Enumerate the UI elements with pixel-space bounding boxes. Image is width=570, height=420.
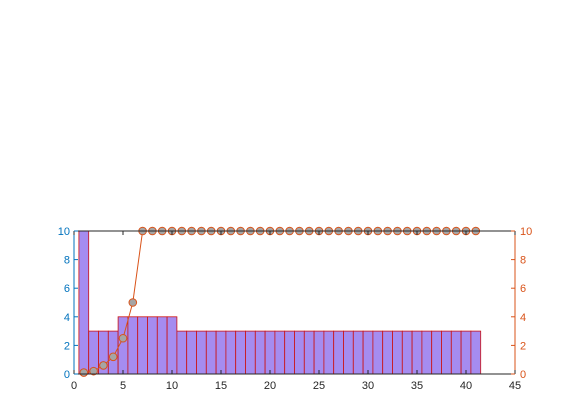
y-left-tick-label: 4	[64, 312, 70, 324]
bar	[166, 316, 178, 375]
bar	[254, 330, 266, 375]
bar	[147, 316, 158, 375]
y-left-tick-label: 0	[64, 369, 70, 381]
x-tick-label: 45	[509, 380, 521, 392]
bar	[137, 316, 148, 375]
x-tick-label: 5	[120, 380, 126, 392]
line-point	[79, 368, 89, 377]
x-tick-label: 20	[264, 380, 276, 392]
bar	[225, 330, 237, 375]
bar	[362, 330, 374, 375]
x-tick-label: 35	[411, 380, 423, 392]
bar	[441, 330, 452, 375]
bar	[294, 330, 305, 375]
x-tick-label: 25	[313, 380, 325, 392]
bar	[382, 330, 393, 375]
bar	[127, 316, 139, 375]
y-right-tick-label: 4	[520, 312, 526, 324]
line-point	[89, 366, 98, 376]
bar	[392, 330, 403, 375]
x-tick-label: 10	[166, 380, 178, 392]
y-left-tick-label: 8	[64, 255, 70, 267]
bar	[245, 330, 256, 375]
y-right-tick-label: 8	[520, 255, 526, 267]
bar	[372, 330, 384, 375]
y-left-tick-label: 2	[64, 340, 70, 352]
bar	[303, 330, 315, 375]
bar	[176, 330, 188, 375]
y-right-tick-label: 6	[520, 283, 526, 295]
bar	[401, 330, 413, 375]
bar	[313, 330, 325, 375]
bar	[411, 330, 423, 375]
y-right-tick-label: 0	[520, 369, 526, 381]
line-point	[99, 361, 108, 370]
bar	[421, 330, 433, 375]
bar	[274, 330, 286, 375]
bar	[343, 330, 354, 375]
bar	[264, 330, 276, 375]
bar	[205, 330, 217, 375]
x-tick-label: 30	[362, 380, 374, 392]
x-tick-label: 0	[71, 380, 77, 392]
bar	[78, 230, 90, 375]
x-tick-label: 15	[215, 380, 227, 392]
bar	[431, 330, 442, 375]
bar	[352, 330, 364, 375]
bar	[196, 330, 207, 375]
bar	[450, 330, 462, 375]
y-left-tick-label: 6	[64, 283, 70, 295]
line-point	[108, 352, 118, 362]
line-point	[118, 333, 128, 343]
bar	[215, 330, 227, 375]
y-left-tick-label: 10	[58, 226, 70, 238]
bar	[323, 330, 335, 375]
bar	[235, 330, 246, 375]
bar	[460, 330, 472, 375]
bar	[156, 316, 168, 375]
y-right-tick-label: 2	[520, 340, 526, 352]
bar	[186, 330, 197, 375]
bar	[333, 330, 344, 375]
bar	[284, 330, 295, 375]
y-right-tick-label: 10	[520, 226, 532, 238]
line-point	[128, 298, 138, 307]
bar	[470, 330, 482, 375]
x-tick-label: 40	[460, 380, 472, 392]
